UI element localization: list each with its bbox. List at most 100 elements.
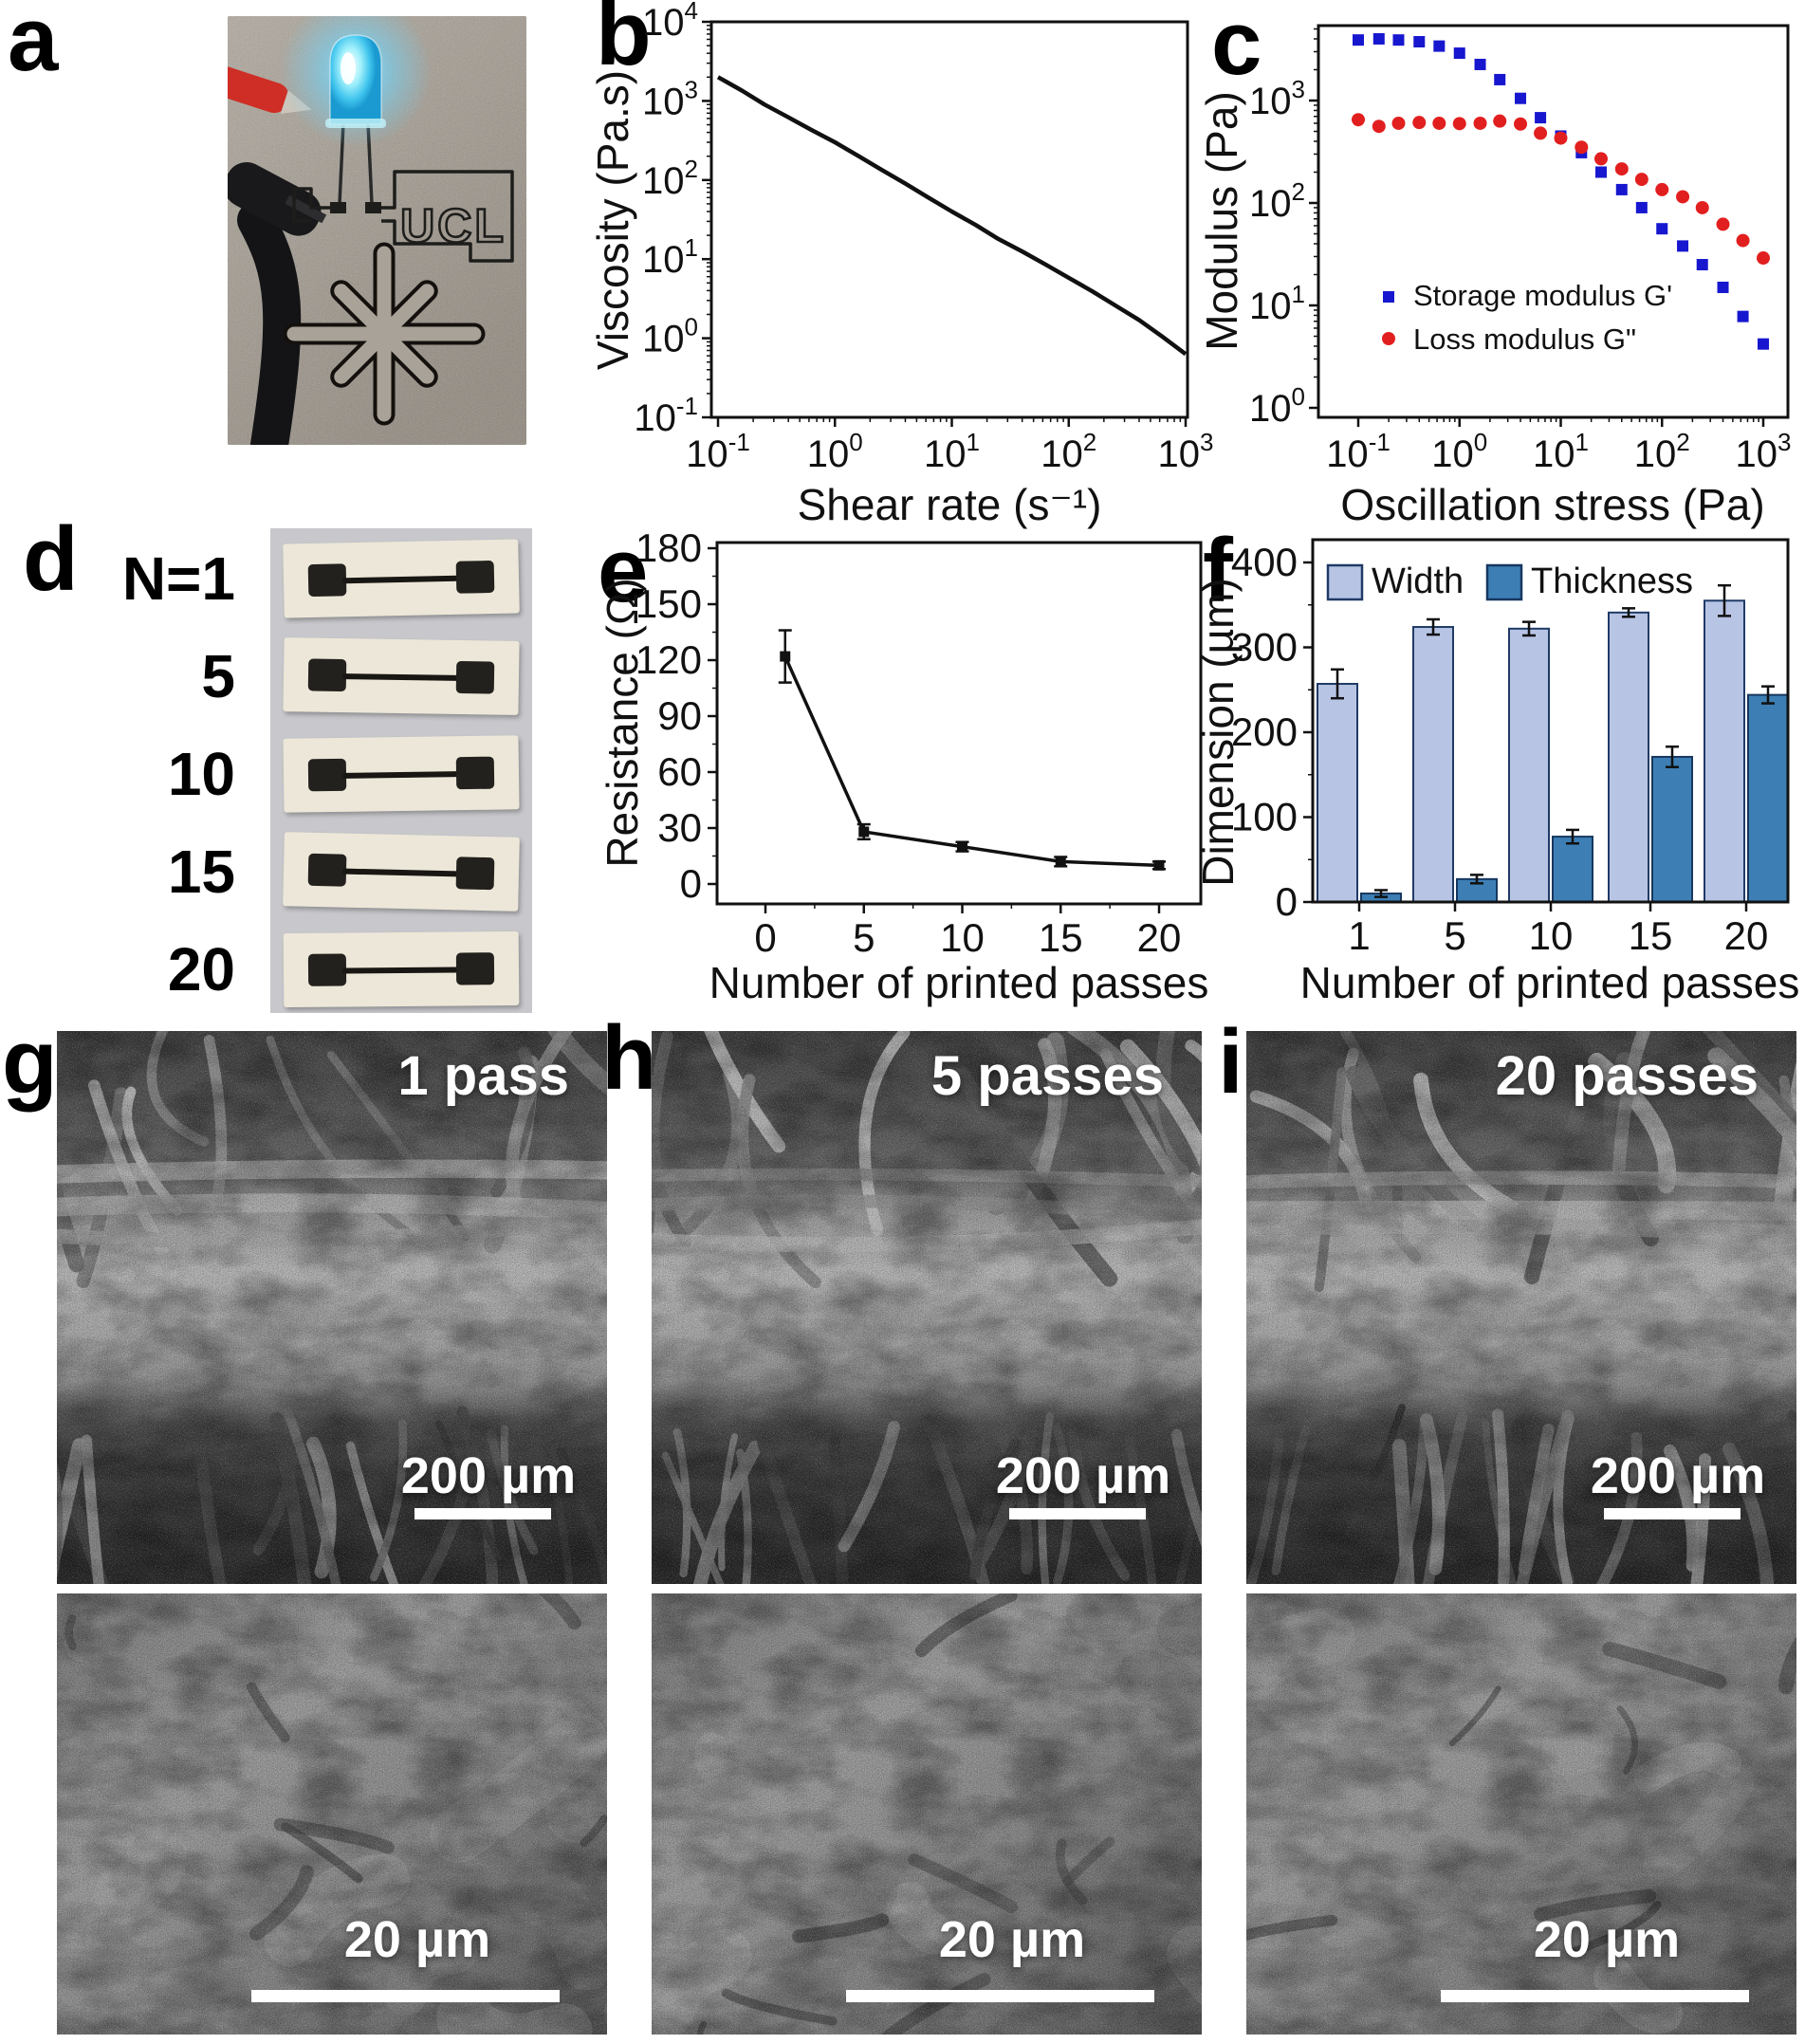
viscosity-chart: 10-1 100 101 102 103 10-1 100 101 102 103 104 Shear… xyxy=(569,0,1233,550)
fabric-strip xyxy=(283,930,520,1008)
svg-text:Thickness: Thickness xyxy=(1531,562,1693,601)
svg-text:Viscosity (Pa.s): Viscosity (Pa.s) xyxy=(588,70,637,370)
svg-text:102: 102 xyxy=(1249,177,1305,225)
scale-bar xyxy=(846,1990,1154,2002)
electrode-pad xyxy=(455,660,495,694)
printed-track xyxy=(341,673,461,681)
svg-text:Number of printed passes: Number of printed passes xyxy=(1300,958,1800,1007)
svg-text:120: 120 xyxy=(635,637,702,682)
electrode-pad xyxy=(307,953,347,986)
panel-letter-h: h xyxy=(601,1007,657,1109)
svg-text:150: 150 xyxy=(635,581,702,626)
svg-text:0: 0 xyxy=(1276,879,1298,924)
scale-bar xyxy=(1009,1508,1146,1519)
svg-text:Storage modulus G': Storage modulus G' xyxy=(1413,279,1672,312)
svg-text:100: 100 xyxy=(1231,795,1298,839)
svg-text:101: 101 xyxy=(1249,280,1305,327)
svg-text:100: 100 xyxy=(642,313,698,360)
svg-text:Oscillation stress (Pa): Oscillation stress (Pa) xyxy=(1340,480,1764,529)
svg-text:10-1: 10-1 xyxy=(634,392,698,439)
svg-text:102: 102 xyxy=(642,155,698,202)
svg-text:102: 102 xyxy=(1634,428,1690,475)
sem-pass-label: 20 passes xyxy=(1495,1045,1759,1107)
panel-letter-e: e xyxy=(598,520,649,621)
svg-text:0: 0 xyxy=(754,915,776,960)
svg-text:180: 180 xyxy=(635,525,702,570)
svg-text:101: 101 xyxy=(642,233,698,281)
fabric-strip xyxy=(283,539,520,618)
svg-text:15: 15 xyxy=(1629,913,1673,958)
svg-text:0: 0 xyxy=(680,861,702,906)
sem-pass-label: 1 pass xyxy=(397,1045,569,1107)
electrode-pad xyxy=(455,560,495,594)
sample-label-20: 20 xyxy=(167,935,235,1004)
fabric-strip xyxy=(283,832,520,912)
sem-image-20-passes: 20 passes 200 µm xyxy=(1246,1031,1796,1584)
svg-text:Resistance (Ω): Resistance (Ω) xyxy=(598,578,647,867)
sample-label-15: 15 xyxy=(167,838,235,906)
svg-text:90: 90 xyxy=(657,693,702,738)
sem-image-5-passes: 5 passes 200 µm xyxy=(652,1031,1202,1584)
sample-label-10: 10 xyxy=(167,740,235,808)
panel-letter-a: a xyxy=(8,0,59,90)
scale-label-200um: 200 µm xyxy=(995,1447,1171,1504)
svg-text:Modulus (Pa): Modulus (Pa) xyxy=(1197,91,1246,351)
scale-bar xyxy=(414,1508,551,1519)
printed-track xyxy=(341,771,461,779)
electrode-pad xyxy=(455,756,495,790)
panel-letter-f: f xyxy=(1203,520,1233,621)
svg-text:5: 5 xyxy=(1444,913,1465,958)
panel-letter-i: i xyxy=(1218,1011,1243,1113)
svg-text:10: 10 xyxy=(940,915,985,960)
svg-text:104: 104 xyxy=(642,0,698,44)
scale-label-20um: 20 µm xyxy=(1533,1911,1681,1968)
electrode-pad xyxy=(307,563,347,598)
svg-text:100: 100 xyxy=(1249,382,1305,430)
svg-text:100: 100 xyxy=(807,428,863,475)
printed-track xyxy=(341,967,461,974)
svg-text:10: 10 xyxy=(1529,913,1574,958)
scale-label-20um: 20 µm xyxy=(938,1911,1086,1968)
svg-text:103: 103 xyxy=(1736,428,1792,475)
electrode-pad xyxy=(455,952,495,985)
panel-letter-c: c xyxy=(1211,0,1262,94)
resistance-chart: 0 5 10 15 20 0 30 60 90 120 150 180 Number of printe… xyxy=(569,512,1233,1020)
svg-text:103: 103 xyxy=(1249,75,1305,122)
svg-text:Shear rate (s⁻¹): Shear rate (s⁻¹) xyxy=(798,480,1102,529)
scale-bar xyxy=(251,1990,560,2002)
scale-label-200um: 200 µm xyxy=(1590,1447,1766,1504)
svg-text:300: 300 xyxy=(1231,625,1298,670)
svg-text:5: 5 xyxy=(853,915,875,960)
svg-text:UCL: UCL xyxy=(400,199,507,252)
panel-letter-d: d xyxy=(23,508,79,610)
panel-letter-g: g xyxy=(2,1011,58,1113)
svg-text:100: 100 xyxy=(1431,428,1487,475)
scale-label-200um: 200 µm xyxy=(400,1447,577,1504)
svg-text:102: 102 xyxy=(1041,428,1096,475)
fabric-strip xyxy=(283,735,520,813)
svg-text:Width: Width xyxy=(1372,562,1464,601)
svg-text:101: 101 xyxy=(924,428,980,475)
fabric-strip xyxy=(283,637,520,715)
electrode-pad xyxy=(455,856,495,891)
svg-text:1: 1 xyxy=(1348,913,1370,958)
sample-label-5: 5 xyxy=(201,642,235,710)
svg-text:Loss modulus G": Loss modulus G" xyxy=(1413,322,1636,356)
svg-text:15: 15 xyxy=(1039,915,1083,960)
electrode-pad xyxy=(307,758,347,792)
svg-text:400: 400 xyxy=(1231,540,1298,584)
printed-track xyxy=(341,575,461,584)
sem-closeup-1-pass: 20 µm xyxy=(57,1593,607,2035)
sample-label-n1: N=1 xyxy=(121,544,235,613)
svg-text:60: 60 xyxy=(657,749,702,794)
sem-closeup-5-passes: 20 µm xyxy=(652,1593,1202,2035)
svg-text:30: 30 xyxy=(657,805,702,850)
svg-text:20: 20 xyxy=(1137,915,1182,960)
svg-text:10-1: 10-1 xyxy=(1326,428,1391,475)
sem-pass-label: 5 passes xyxy=(930,1045,1164,1107)
panel-d-samples-photo xyxy=(270,528,532,1013)
svg-text:20: 20 xyxy=(1724,913,1769,958)
electrode-pad xyxy=(307,658,347,692)
svg-text:101: 101 xyxy=(1533,428,1589,475)
modulus-chart: 10-1 100 101 102 103 100 101 102 103 Storage modu… xyxy=(1186,0,1805,550)
